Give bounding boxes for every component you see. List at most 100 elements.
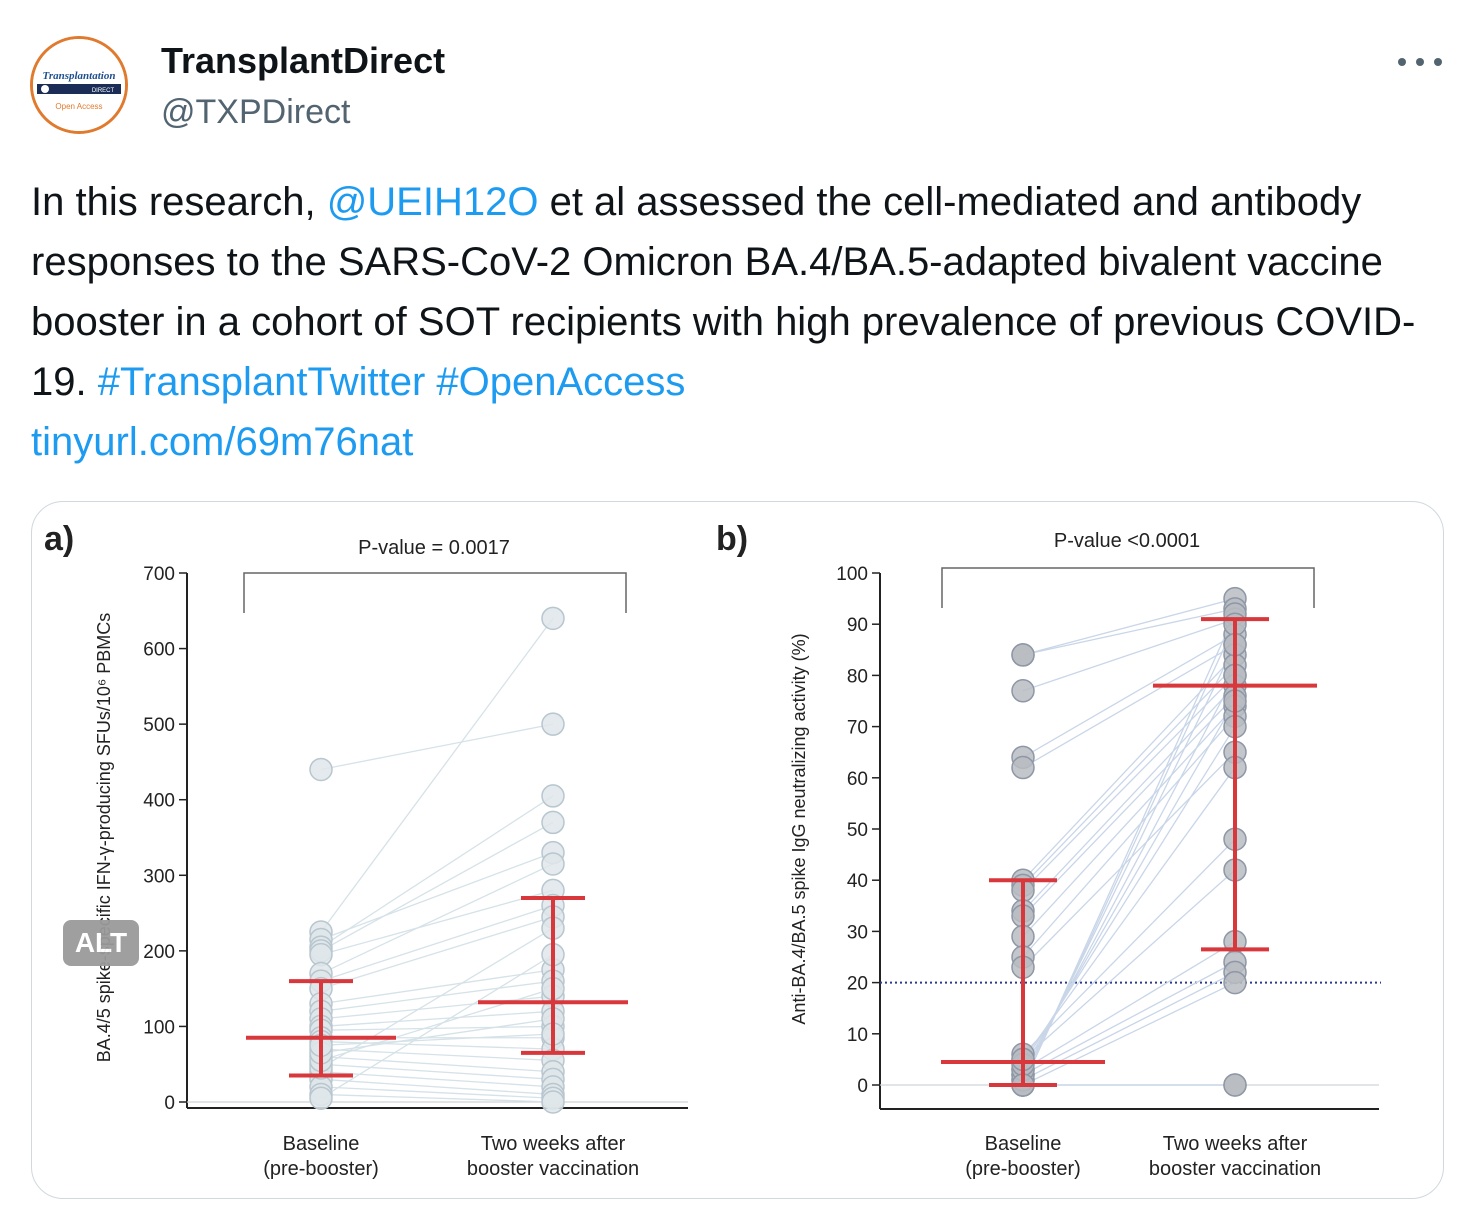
paired-line <box>1022 695 1236 917</box>
data-point-post-booster <box>541 784 565 808</box>
x-category-label: booster vaccination <box>467 1158 639 1180</box>
y-tick-label: 60 <box>847 769 868 790</box>
data-point-baseline <box>309 757 333 782</box>
paired-line <box>320 821 554 952</box>
paired-line <box>320 916 554 990</box>
paired-line <box>320 889 554 956</box>
paired-line <box>320 1018 554 1054</box>
logo-bottom-text: Open Access <box>55 102 102 111</box>
paired-line <box>320 1025 554 1031</box>
paired-line <box>1022 644 1236 769</box>
paired-line <box>1022 685 1236 912</box>
author-avatar[interactable]: Transplantation DIRECT Open Access <box>30 36 128 134</box>
y-tick-label: 0 <box>164 1093 175 1114</box>
tweet-text: In this research, @UEIH12O et al assesse… <box>31 172 1431 472</box>
x-category-label: Baseline <box>985 1133 1062 1155</box>
paired-line <box>320 617 554 933</box>
data-point-baseline <box>1011 755 1035 780</box>
author-name[interactable]: TransplantDirect <box>161 40 446 81</box>
paired-line <box>1022 751 1236 968</box>
chart-panel-b: b) P-value <0.0001 0 10 20 30 40 50 60 70 80 90 100 A… <box>716 520 1381 1180</box>
y-tick-label: 40 <box>847 871 868 892</box>
paired-line <box>320 1063 554 1080</box>
paired-line <box>1022 654 1236 881</box>
y-tick-label: 80 <box>847 666 868 687</box>
paired-line <box>1022 838 1236 1055</box>
x-category-label: Baseline <box>283 1133 360 1155</box>
paired-line <box>320 852 554 941</box>
paired-line <box>1022 715 1236 958</box>
paired-line <box>1022 618 1236 692</box>
data-point-post-booster <box>541 606 565 631</box>
y-tick-label: 10 <box>847 1025 868 1046</box>
tweet-text-segment: et al assessed the cell-mediated and ant… <box>31 180 1416 404</box>
data-point-post-booster <box>541 810 565 835</box>
paired-line <box>1022 608 1236 656</box>
y-tick-label: 50 <box>847 820 868 841</box>
paired-line <box>1022 726 1236 1065</box>
paired-line <box>320 927 554 1069</box>
y-axis-label: Anti-BA.4/BA.5 spike IgG neutralizing ac… <box>789 633 809 1024</box>
author-handle[interactable]: @TXPDirect <box>161 93 351 131</box>
y-tick-label: 90 <box>847 615 868 636</box>
logo-middle-text: DIRECT <box>92 88 115 94</box>
significance-bracket <box>941 567 1315 608</box>
figure-image: a) P-value = 0.00170100200300400500600700… <box>44 520 1381 1180</box>
paired-line <box>320 723 554 771</box>
significance-bracket <box>243 572 627 613</box>
url-link[interactable]: tinyurl.com/69m76nat <box>31 420 414 464</box>
paired-line <box>320 980 554 1012</box>
paired-line <box>320 863 554 975</box>
y-tick-label: 300 <box>143 866 175 887</box>
p-value-annotation: P-value = 0.0017 <box>358 537 510 559</box>
more-horizontal-icon[interactable] <box>1396 48 1444 76</box>
y-tick-label: 500 <box>143 715 175 736</box>
p-value-annotation: P-value <0.0001 <box>1054 530 1200 552</box>
y-tick-label: 20 <box>847 974 868 995</box>
paired-line <box>1022 664 1236 886</box>
data-point-post-booster <box>541 1090 565 1114</box>
paired-line <box>1022 982 1236 1086</box>
x-category-label: Two weeks after <box>1163 1133 1308 1155</box>
paired-line <box>1022 767 1236 1060</box>
y-tick-label: 700 <box>143 564 175 585</box>
paired-line <box>320 1078 554 1096</box>
paired-line <box>320 969 554 1005</box>
data-point-post-booster <box>1223 970 1247 995</box>
paired-line <box>1022 633 1236 758</box>
paired-line <box>320 954 554 1099</box>
paired-line <box>320 795 554 948</box>
y-tick-label: 30 <box>847 922 868 943</box>
x-category-label: booster vaccination <box>1149 1158 1321 1180</box>
y-tick-label: 200 <box>143 942 175 963</box>
y-tick-label: 100 <box>143 1017 175 1038</box>
paired-line <box>1022 705 1236 937</box>
y-tick-label: 100 <box>836 564 868 585</box>
paired-line <box>1022 597 1236 656</box>
data-point-baseline <box>309 1086 333 1110</box>
paired-line <box>320 1033 554 1046</box>
tweet-text-segment <box>425 360 436 404</box>
paired-line <box>320 1048 554 1062</box>
mention-link[interactable]: @UEIH12O <box>326 180 539 224</box>
paired-line <box>1022 869 1236 1060</box>
panel-label: a) <box>44 520 74 558</box>
paired-line <box>320 904 554 982</box>
transplant-direct-logo: Transplantation DIRECT Open Access <box>33 39 125 131</box>
y-tick-label: 70 <box>847 718 868 739</box>
paired-line <box>320 1056 554 1073</box>
data-point-post-booster <box>541 852 565 876</box>
tweet-text-segment: In this research, <box>31 180 327 224</box>
logo-top-text: Transplantation <box>43 70 116 82</box>
paired-line <box>320 1071 554 1088</box>
data-point-baseline <box>1011 643 1035 667</box>
data-point-baseline <box>1011 679 1035 703</box>
y-axis-label: BA.4/5 spike-specific IFN-γ-producing SF… <box>94 613 114 1063</box>
hashtag-link[interactable]: #TransplantTwitter <box>97 360 426 404</box>
alt-badge[interactable]: ALT <box>63 920 139 966</box>
hashtag-link[interactable]: #OpenAccess <box>436 360 686 404</box>
paired-line <box>320 1010 554 1028</box>
data-point-post-booster <box>541 712 565 736</box>
y-tick-label: 0 <box>857 1076 868 1097</box>
tweet-image-card[interactable]: a) P-value = 0.0017 0 100 200 300 400 500 600 700… <box>31 501 1444 1199</box>
